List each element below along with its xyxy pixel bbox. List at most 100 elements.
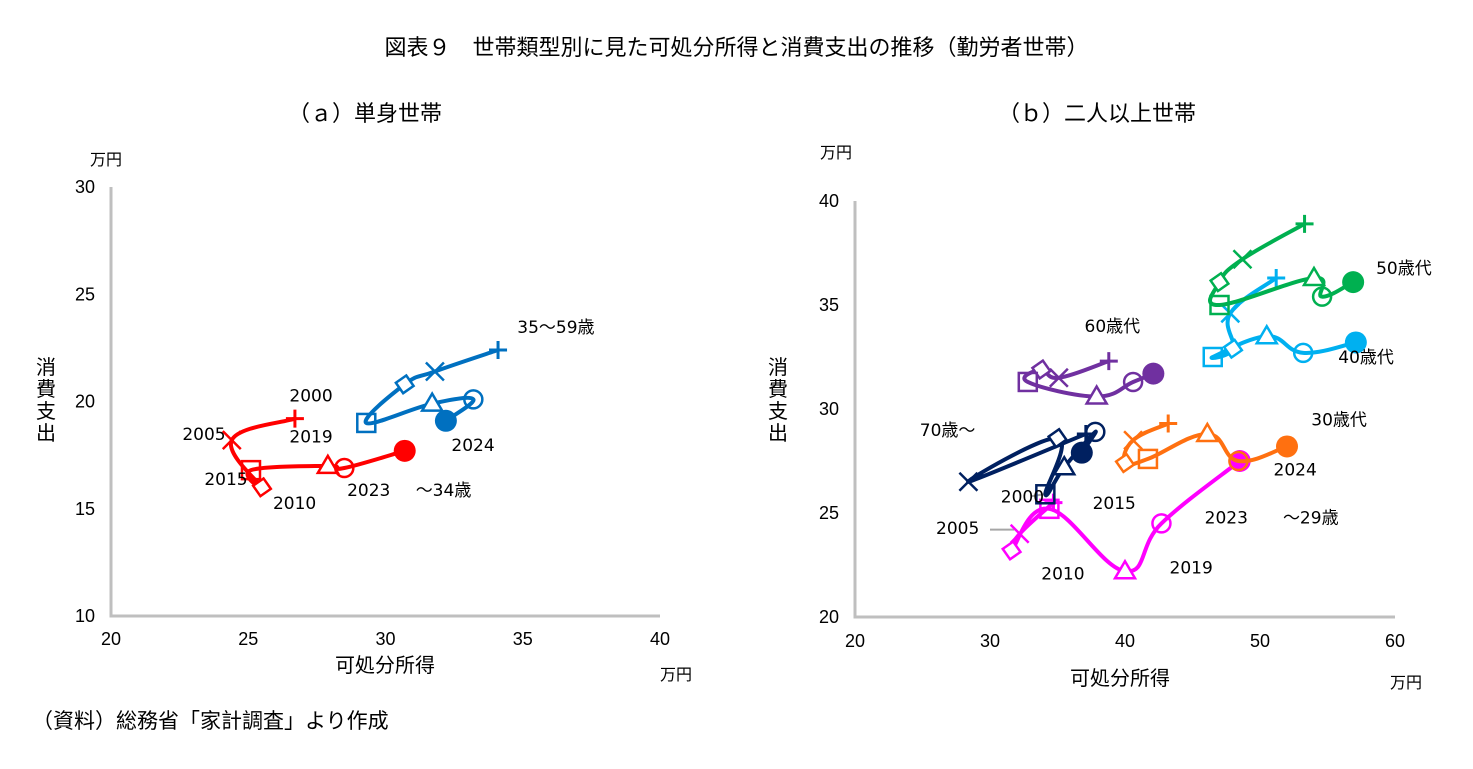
- marker-2019: [1084, 384, 1109, 405]
- marker-2015: [1202, 346, 1223, 368]
- marker-2024: [1070, 441, 1093, 464]
- marker-2000: [1267, 268, 1286, 287]
- marker-2023: [1311, 286, 1333, 307]
- y-tick-label: 30: [75, 177, 95, 197]
- data-annotation: 2015: [204, 470, 247, 490]
- y-axis-title: 消費支出: [768, 355, 788, 445]
- data-annotation: 60歳代: [1085, 317, 1141, 337]
- data-annotation: 2005: [182, 425, 225, 445]
- data-annotation: 〜29歳: [1283, 508, 1339, 528]
- x-tick-label: 20: [845, 631, 865, 651]
- data-annotation: 2010: [273, 494, 316, 514]
- marker-2015: [1137, 448, 1159, 470]
- y-tick-label: 10: [75, 606, 95, 626]
- data-series: [1208, 214, 1365, 316]
- marker-2000: [285, 409, 304, 428]
- data-annotation: 50歳代: [1376, 259, 1432, 279]
- panel-b-title: （ｂ）二人以上世帯: [998, 102, 1197, 127]
- marker-2015: [356, 412, 377, 434]
- marker-2015: [1039, 498, 1060, 520]
- marker-2023: [463, 389, 484, 410]
- data-series: [1114, 414, 1298, 474]
- marker-2024: [1142, 362, 1165, 385]
- data-annotation: 40歳代: [1338, 348, 1394, 368]
- data-series: [1017, 352, 1165, 405]
- x-tick-label: 25: [238, 629, 258, 649]
- panel-a-title: （ａ）単身世帯: [288, 102, 443, 127]
- marker-2024: [434, 409, 457, 432]
- data-annotation: 2024: [1274, 461, 1317, 481]
- marker-2019: [1052, 454, 1077, 476]
- x-unit-label: 万円: [660, 665, 692, 684]
- x-unit-label: 万円: [1390, 673, 1422, 692]
- data-annotation: 70歳〜: [920, 421, 976, 441]
- axis-lines: [853, 201, 1395, 619]
- data-series: [958, 421, 1106, 505]
- marker-2015: [240, 459, 262, 481]
- x-tick-label: 60: [1385, 631, 1405, 651]
- x-axis-title: 可処分所得: [1070, 666, 1170, 690]
- data-annotation: 2023: [1205, 508, 1248, 528]
- y-tick-label: 30: [819, 399, 839, 419]
- data-annotation: 2023: [347, 481, 390, 501]
- axis-lines: [109, 187, 660, 618]
- marker-2000: [1099, 352, 1118, 371]
- y-tick-label: 35: [819, 295, 839, 315]
- marker-2005: [221, 430, 242, 450]
- y-tick-label: 25: [75, 284, 95, 304]
- marker-2015: [1035, 484, 1056, 505]
- y-tick-label: 15: [75, 499, 95, 519]
- y-unit-label: 万円: [820, 143, 852, 162]
- data-annotation: 35〜59歳: [517, 318, 594, 338]
- x-tick-label: 40: [650, 629, 670, 649]
- x-axis-title: 可処分所得: [335, 653, 435, 677]
- marker-2005: [958, 471, 979, 492]
- x-tick-label: 35: [513, 629, 533, 649]
- data-series: [356, 341, 508, 434]
- data-annotation: 2005: [936, 519, 979, 539]
- y-tick-label: 25: [819, 503, 839, 523]
- source-note: （資料）総務省「家計調査」より作成: [32, 709, 389, 733]
- marker-2015: [1209, 294, 1230, 316]
- marker-2005: [1232, 249, 1253, 270]
- data-annotation: 2015: [1093, 494, 1136, 514]
- marker-2010: [1114, 452, 1136, 474]
- data-annotation: 30歳代: [1311, 411, 1367, 431]
- marker-2010: [394, 373, 416, 395]
- marker-2024: [1342, 271, 1365, 294]
- data-series: [1202, 268, 1367, 368]
- marker-2005: [1220, 303, 1241, 324]
- data-annotation: 2000: [1001, 488, 1044, 508]
- marker-2019: [419, 391, 445, 412]
- marker-2023: [1122, 371, 1144, 393]
- marker-2019: [1195, 421, 1220, 443]
- data-annotation: 2000: [289, 387, 332, 407]
- marker-2010: [1208, 271, 1231, 293]
- x-tick-label: 30: [980, 631, 1000, 651]
- marker-2024: [1276, 435, 1298, 458]
- figure-title: 図表９ 世帯類型別に見た可処分所得と消費支出の推移（勤労者世帯）: [384, 36, 1089, 61]
- marker-2023: [1228, 450, 1249, 472]
- marker-2005: [1048, 367, 1069, 388]
- x-tick-label: 50: [1250, 631, 1270, 651]
- marker-2019: [1254, 323, 1279, 345]
- marker-2000: [1295, 214, 1314, 233]
- y-tick-label: 20: [819, 607, 839, 627]
- data-annotation: 2019: [1170, 558, 1213, 578]
- marker-2019: [1112, 558, 1138, 580]
- series-line: [1208, 221, 1356, 308]
- data-annotation: 2024: [451, 436, 494, 456]
- marker-2010: [1000, 539, 1023, 562]
- marker-2024: [393, 439, 416, 462]
- marker-2024: [1344, 331, 1367, 354]
- marker-2023: [1151, 513, 1172, 534]
- y-tick-label: 40: [819, 191, 839, 211]
- marker-2010: [251, 476, 273, 498]
- marker-2000: [489, 341, 508, 360]
- x-tick-label: 20: [101, 629, 121, 649]
- x-tick-label: 30: [375, 629, 395, 649]
- marker-2005: [1009, 523, 1030, 544]
